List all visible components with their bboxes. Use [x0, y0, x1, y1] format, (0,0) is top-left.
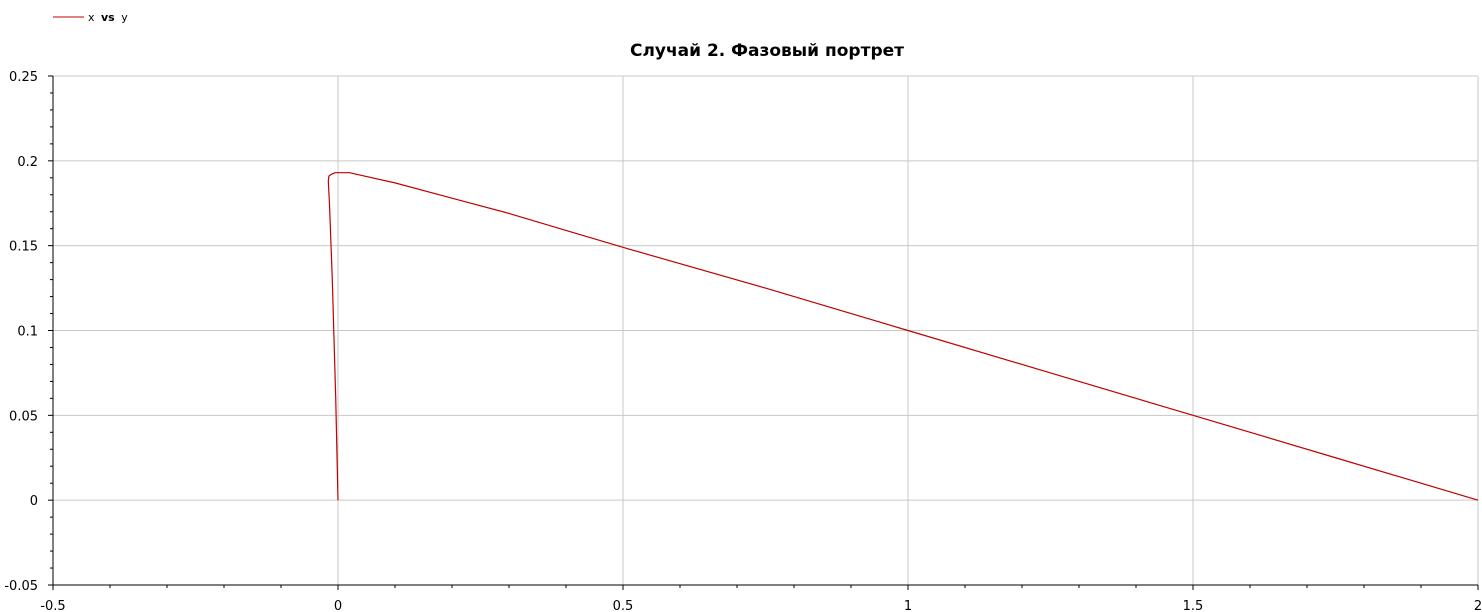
legend-x-name: x [88, 11, 95, 24]
tick-labels: -0.5 0 0.5 1 1.5 2 -0.05 0 0.05 0.1 0.15 0.2 0.25 [4, 70, 1482, 612]
legend-label: x vs y [88, 11, 128, 24]
legend-vs: vs [101, 11, 115, 24]
chart-title: Случай 2. Фазовый портрет [630, 41, 904, 61]
x-tick-label: 2 [1474, 599, 1482, 612]
x-tick-label: -0.5 [40, 599, 65, 612]
y-tick-label: 0.1 [17, 325, 38, 340]
legend: x vs y [53, 11, 128, 24]
y-tick-label: -0.05 [4, 579, 38, 594]
y-tick-label: 0.2 [17, 155, 38, 170]
y-tick-label: 0.05 [9, 409, 38, 424]
series-layer [327, 172, 1479, 501]
series-line [327, 172, 1479, 501]
grid [53, 75, 1479, 585]
tick-marks [48, 75, 1479, 590]
legend-y-name: y [121, 11, 128, 24]
y-tick-label: 0 [30, 494, 38, 509]
y-tick-label: 0.25 [9, 70, 38, 85]
x-tick-label: 0.5 [613, 599, 634, 612]
x-tick-label: 1.5 [1183, 599, 1204, 612]
x-tick-label: 1 [904, 599, 912, 612]
y-tick-label: 0.15 [9, 240, 38, 255]
x-tick-label: 0 [334, 599, 342, 612]
